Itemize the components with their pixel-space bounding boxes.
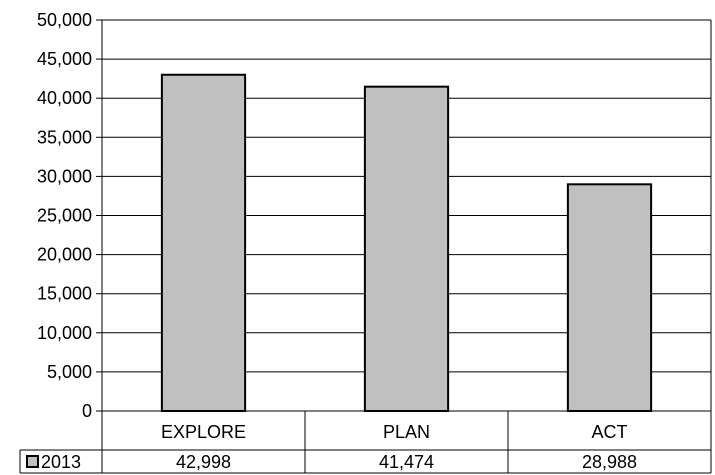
y-tick-label: 5,000: [47, 362, 92, 382]
y-tick-label: 35,000: [37, 127, 92, 147]
bars: [160, 73, 653, 413]
y-tick-label: 45,000: [37, 49, 92, 69]
bar-plan: [363, 85, 450, 413]
y-tick-label: 50,000: [37, 10, 92, 30]
data-value-label: 41,474: [379, 452, 434, 472]
x-category-label: ACT: [592, 422, 628, 442]
bar-explore: [160, 73, 247, 412]
data-value-label: 42,998: [176, 452, 231, 472]
data-table: EXPLORE PLAN ACT 2013 42,998 41,474 28,988: [19, 411, 711, 474]
y-tick-label: 30,000: [37, 166, 92, 186]
axes: [101, 20, 712, 473]
y-tick-label: 40,000: [37, 88, 92, 108]
y-axis-ticks: 0 5,000 10,000 15,000 20,000 25,000 30,000 35,0…: [37, 10, 102, 421]
y-tick-label: 20,000: [37, 245, 92, 265]
data-value-label: 28,988: [582, 452, 637, 472]
legend-series-name: 2013: [41, 452, 81, 472]
y-tick-label: 0: [82, 401, 92, 421]
bar-act: [566, 183, 653, 412]
y-tick-label: 25,000: [37, 206, 92, 226]
y-tick-label: 10,000: [37, 323, 92, 343]
x-category-label: EXPLORE: [161, 422, 246, 442]
x-category-label: PLAN: [383, 422, 430, 442]
legend-key-2013: [26, 455, 39, 468]
y-tick-label: 15,000: [37, 284, 92, 304]
